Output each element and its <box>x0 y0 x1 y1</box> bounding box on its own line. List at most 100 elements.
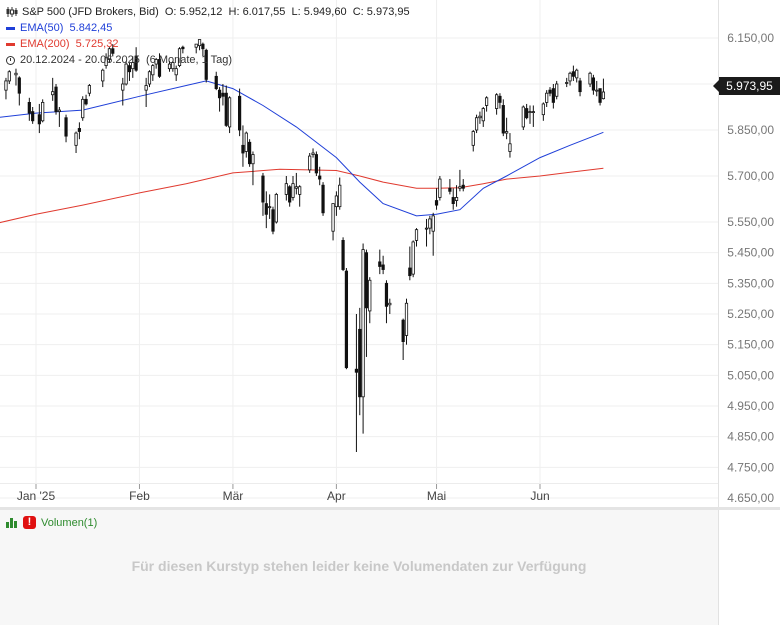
candle[interactable] <box>74 131 78 153</box>
ema50-legend[interactable]: EMA(50) 5.842,45 <box>6 20 410 36</box>
candle[interactable] <box>341 237 345 272</box>
candle[interactable] <box>404 298 409 345</box>
candle[interactable] <box>121 77 125 106</box>
candle[interactable] <box>354 314 359 452</box>
candle[interactable] <box>528 105 532 124</box>
candle[interactable] <box>64 114 68 143</box>
candle[interactable] <box>268 194 272 219</box>
candle[interactable] <box>171 61 175 72</box>
candle[interactable] <box>541 102 545 121</box>
candle[interactable] <box>81 96 85 121</box>
candle[interactable] <box>474 114 479 134</box>
candle[interactable] <box>294 172 298 195</box>
candle[interactable] <box>424 218 429 247</box>
candle[interactable] <box>364 249 369 357</box>
candle[interactable] <box>495 93 499 115</box>
candle[interactable] <box>525 103 529 120</box>
ema200-line[interactable] <box>0 167 604 224</box>
candle[interactable] <box>131 56 135 78</box>
candle[interactable] <box>238 88 242 137</box>
candle[interactable] <box>505 117 509 140</box>
candle[interactable] <box>311 148 315 158</box>
candle[interactable] <box>37 103 41 134</box>
candle[interactable] <box>14 68 18 86</box>
candle[interactable] <box>555 80 559 100</box>
candle[interactable] <box>291 176 295 201</box>
candle[interactable] <box>167 61 172 72</box>
candle[interactable] <box>484 96 489 112</box>
candle[interactable] <box>154 57 158 69</box>
candle[interactable] <box>197 39 202 51</box>
candle[interactable] <box>107 47 112 63</box>
candle[interactable] <box>127 62 132 81</box>
candle[interactable] <box>431 212 435 256</box>
candle[interactable] <box>104 53 108 69</box>
candle[interactable] <box>288 185 292 207</box>
candle[interactable] <box>57 107 61 127</box>
panel-divider[interactable] <box>0 507 780 510</box>
candle[interactable] <box>481 107 485 127</box>
candle[interactable] <box>84 94 88 106</box>
candle[interactable] <box>31 107 35 124</box>
candle[interactable] <box>334 191 338 216</box>
candle[interactable] <box>314 151 318 176</box>
candle[interactable] <box>318 166 322 186</box>
candle[interactable] <box>378 249 382 275</box>
candle[interactable] <box>595 80 599 97</box>
candle[interactable] <box>87 84 92 97</box>
candle[interactable] <box>134 47 138 72</box>
candle[interactable] <box>321 182 325 216</box>
candle[interactable] <box>51 77 55 101</box>
candle[interactable] <box>224 85 228 127</box>
candle[interactable] <box>274 192 278 224</box>
candle[interactable] <box>428 215 432 235</box>
volume-header[interactable]: ! Volumen(1) <box>6 516 97 529</box>
candle[interactable] <box>261 172 265 216</box>
candle[interactable] <box>194 43 198 54</box>
candle[interactable] <box>124 61 128 86</box>
candle[interactable] <box>271 206 275 235</box>
candle[interactable] <box>361 243 365 434</box>
candle[interactable] <box>414 228 419 247</box>
candle[interactable] <box>545 90 549 107</box>
candle[interactable] <box>401 318 405 360</box>
candle[interactable] <box>284 176 288 201</box>
candle[interactable] <box>7 70 11 84</box>
candle[interactable] <box>221 84 225 106</box>
candle[interactable] <box>388 298 392 314</box>
candle[interactable] <box>151 64 155 81</box>
candle[interactable] <box>241 125 245 167</box>
candle[interactable] <box>4 77 8 100</box>
candle[interactable] <box>381 255 385 275</box>
candle[interactable] <box>411 240 415 278</box>
candle[interactable] <box>601 78 606 100</box>
candle[interactable] <box>264 191 268 229</box>
candle[interactable] <box>181 45 185 54</box>
candle[interactable] <box>478 111 482 124</box>
candle[interactable] <box>501 99 505 137</box>
candle[interactable] <box>578 77 582 97</box>
candle[interactable] <box>368 277 372 324</box>
candle[interactable] <box>531 105 535 127</box>
candle[interactable] <box>244 131 248 158</box>
candle[interactable] <box>344 268 349 370</box>
candle[interactable] <box>77 122 81 140</box>
candle[interactable] <box>461 179 465 192</box>
ema50-line[interactable] <box>0 80 604 217</box>
candle[interactable] <box>384 280 389 324</box>
candle[interactable] <box>434 188 439 210</box>
candle[interactable] <box>575 68 579 83</box>
candle[interactable] <box>568 71 572 86</box>
candle[interactable] <box>227 96 232 134</box>
candle[interactable] <box>177 47 182 68</box>
candle[interactable] <box>27 97 31 121</box>
candle[interactable] <box>471 130 475 152</box>
candle[interactable] <box>588 71 592 88</box>
candle[interactable] <box>358 307 362 416</box>
candle[interactable] <box>251 151 255 186</box>
candle[interactable] <box>338 177 342 210</box>
candle[interactable] <box>157 53 162 78</box>
candle[interactable] <box>508 133 512 158</box>
candle[interactable] <box>548 87 552 97</box>
candle[interactable] <box>298 185 302 207</box>
